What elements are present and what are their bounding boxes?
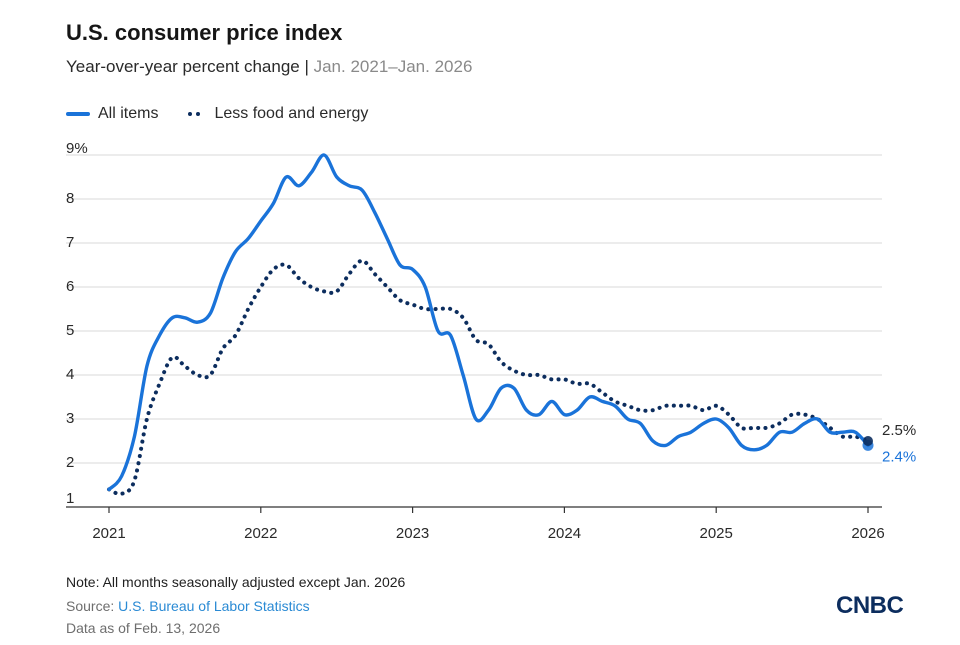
legend-item-all-items: All items — [66, 105, 158, 123]
chart-legend: All items Less food and energy — [66, 105, 398, 123]
y-axis-ticks: 1 2 3 4 5 6 7 8 9% — [66, 140, 88, 507]
cnbc-logo: CNBC — [836, 592, 904, 619]
end-marker-core — [863, 436, 873, 446]
y-tick-label: 8 — [66, 190, 74, 207]
end-label-all-items: 2.4% — [882, 448, 916, 465]
chart-subtitle: Year-over-year percent change | Jan. 202… — [66, 57, 472, 77]
legend-swatch-dotted — [188, 112, 204, 116]
series-line-all-items — [107, 153, 870, 492]
footer-source: Source: U.S. Bureau of Labor Statistics — [66, 598, 310, 614]
y-tick-label: 2 — [66, 454, 74, 471]
legend-item-core: Less food and energy — [188, 105, 368, 123]
x-tick-label: 2023 — [396, 525, 429, 542]
footer-as-of: Data as of Feb. 13, 2026 — [66, 620, 221, 636]
subtitle-main: Year-over-year percent change | — [66, 57, 309, 76]
x-tick-label: 2022 — [244, 525, 277, 542]
subtitle-range: Jan. 2021–Jan. 2026 — [308, 57, 473, 76]
x-axis: 2021 2022 2023 2024 2025 2026 — [66, 506, 885, 542]
y-tick-label: 4 — [66, 366, 74, 383]
series-line-core — [107, 258, 870, 497]
y-tick-label: 6 — [66, 278, 74, 295]
gridlines — [66, 154, 882, 464]
y-tick-label: 7 — [66, 234, 74, 251]
source-prefix: Source: — [66, 598, 119, 614]
chart-title: U.S. consumer price index — [66, 20, 343, 45]
end-label-core: 2.5% — [882, 422, 916, 439]
end-markers: 2.5% 2.4% — [862, 422, 916, 465]
x-tick-label: 2025 — [700, 525, 733, 542]
source-link[interactable]: U.S. Bureau of Labor Statistics — [118, 598, 310, 614]
legend-label-core: Less food and energy — [214, 105, 369, 122]
footer-note: Note: All months seasonally adjusted exc… — [66, 574, 406, 590]
y-tick-label: 3 — [66, 410, 74, 427]
legend-swatch-solid — [66, 112, 90, 116]
x-tick-label: 2024 — [548, 525, 581, 542]
y-tick-label: 9% — [66, 140, 88, 157]
y-tick-label: 5 — [66, 322, 74, 339]
legend-label-all-items: All items — [98, 105, 159, 122]
series-lines — [107, 153, 870, 497]
y-tick-label: 1 — [66, 490, 74, 507]
x-tick-label: 2021 — [92, 525, 125, 542]
x-tick-label: 2026 — [851, 525, 884, 542]
